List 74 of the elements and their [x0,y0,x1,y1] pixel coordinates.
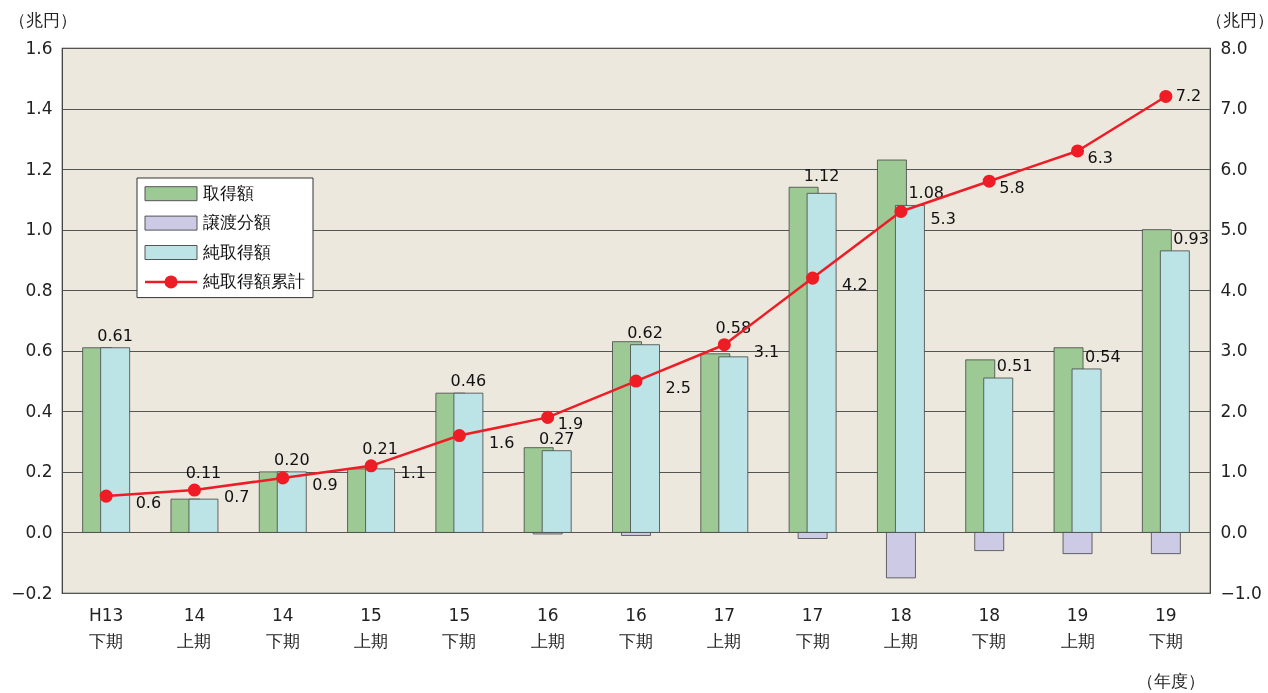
y2-tick-label: 4.0 [1220,279,1248,300]
x-tick-label: 15 上期 [354,604,389,651]
point [806,271,820,285]
point [276,471,290,485]
y-tick-label: 1.0 [25,219,53,240]
data-label: 0.27 [538,428,575,448]
y-tick-label: 0.8 [25,279,53,300]
x-tick-label: 14 上期 [177,604,212,651]
legend-label: 取得額 [203,182,254,203]
point [364,459,378,473]
x-tick-label: 16 下期 [619,604,653,651]
y-tick-label: 0.0 [25,521,53,542]
point [982,174,996,188]
x-axis-title: （年度） [1136,670,1205,691]
x-tick-label: 15 下期 [442,604,477,651]
data-label: 0.51 [996,356,1033,376]
data-label: 6.3 [1087,147,1113,167]
data-label: 0.93 [1173,228,1209,248]
y2-tick-label: 0.0 [1220,521,1248,542]
y-tick-label: −0.2 [11,582,53,603]
data-label: 2.5 [665,378,691,398]
legend-label: 純取得額 [203,241,271,262]
y-tick-label: 1.2 [25,158,53,179]
y2-tick-label: 7.0 [1220,98,1248,119]
x-tick-label: 18 下期 [972,604,1007,651]
point [894,204,908,219]
data-label: 0.7 [223,487,250,507]
y2-tick-label: 8.0 [1220,37,1248,58]
legend-label: 譲渡分額 [203,212,271,233]
x-tick-label: 17 下期 [795,604,830,651]
data-label: 1.6 [488,432,515,452]
data-label: 1.08 [908,183,945,203]
point [541,410,555,424]
data-label: 0.9 [312,474,338,494]
data-label: 0.20 [273,449,310,469]
y2-tick-label: 6.0 [1220,158,1248,179]
data-label: 5.3 [930,208,956,228]
data-label: 7.2 [1175,86,1202,106]
x-tick-label: 16 上期 [530,604,565,651]
x-tick-label: 19 上期 [1060,604,1095,651]
y2-tick-label: 1.0 [1220,461,1248,482]
x-tick-label: H13 下期 [88,604,124,651]
x-tick-label: 17 上期 [707,604,742,651]
data-label: 0.61 [97,325,133,345]
point [1071,144,1085,158]
data-label: 4.2 [842,275,868,295]
data-label: 0.62 [627,322,663,342]
y-tick-label: 0.6 [25,340,53,361]
y2-tick-label: 3.0 [1220,340,1248,361]
y2-tick-label: −1.0 [1220,582,1262,603]
point [99,489,113,503]
x-tick-label: 14 下期 [265,604,300,651]
y-axis-title: （兆円） [8,9,77,30]
y-tick-label: 0.4 [25,400,53,421]
y-tick-label: 1.4 [25,98,53,119]
x-tick-label: 19 下期 [1148,604,1183,651]
data-label: 0.6 [135,493,162,513]
point [629,374,643,388]
y2-tick-label: 5.0 [1220,219,1248,240]
data-label: 0.54 [1085,346,1121,366]
data-label: 1.12 [803,166,840,186]
legend-label: 純取得額累計 [203,270,305,291]
x-tick-label: 18 上期 [883,604,918,651]
y2-tick-label: 2.0 [1220,400,1248,421]
y-tick-label: 0.2 [25,461,53,482]
point [452,429,466,443]
data-label: 5.8 [999,178,1025,198]
point [717,338,731,352]
point [187,483,201,497]
point [1159,89,1173,103]
data-label: 0.46 [450,371,487,391]
data-label: 0.21 [362,438,398,458]
y-tick-label: 1.6 [25,37,53,58]
y2-axis-title: （兆円） [1205,9,1268,30]
